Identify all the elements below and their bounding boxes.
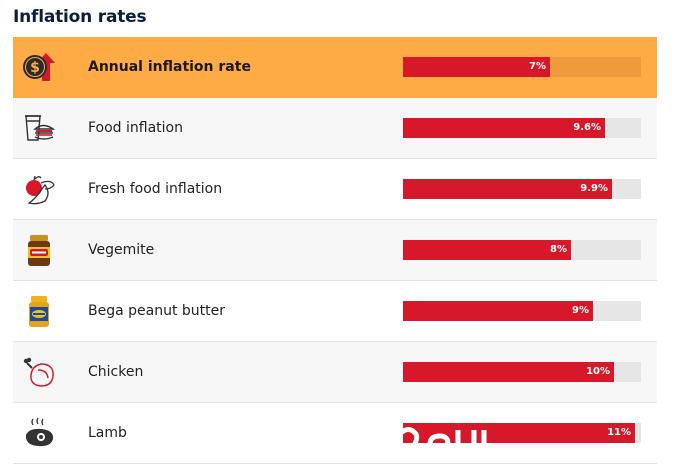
- data-label: 10%: [586, 366, 610, 377]
- data-label: 8%: [550, 244, 567, 255]
- category-label: Chicken: [88, 364, 144, 380]
- chart-row: Bega peanut butter 9%: [13, 281, 657, 342]
- category-label: Bega peanut butter: [88, 303, 226, 319]
- chart-row: $ Annual inflation rate 7%: [13, 37, 657, 98]
- chart-row: Vegemite 8%: [13, 220, 657, 281]
- bar: 11%: [403, 423, 635, 443]
- watermark-logo: [392, 420, 492, 462]
- chart-title: Inflation rates: [13, 7, 147, 27]
- svg-text:$: $: [30, 60, 40, 76]
- bar-track: 9.6%: [403, 118, 641, 138]
- data-label: 9.6%: [573, 122, 601, 133]
- category-label: Vegemite: [88, 242, 155, 258]
- chart-row: Chicken 10%: [13, 342, 657, 403]
- bar-chart: $ Annual inflation rate 7% Food inflation 9.…: [13, 37, 657, 464]
- data-label: 9.9%: [580, 183, 608, 194]
- bar-track: 10%: [403, 362, 641, 382]
- bar: 7%: [403, 57, 550, 77]
- chart-row: Fresh food inflation 9.9%: [13, 159, 657, 220]
- data-label: 7%: [529, 61, 546, 72]
- chart-row: Food inflation 9.6%: [13, 98, 657, 159]
- coffee-burger-icon: [21, 110, 57, 146]
- bar-track: 9%: [403, 301, 641, 321]
- data-label: 11%: [607, 427, 631, 438]
- fruit-veg-icon: [21, 171, 57, 207]
- peanut-butter-jar-icon: [21, 293, 57, 329]
- bar-track: 11%: [403, 423, 641, 443]
- bar: 10%: [403, 362, 614, 382]
- data-label: 9%: [572, 305, 589, 316]
- vegemite-jar-icon: [21, 232, 57, 268]
- bar: 9.9%: [403, 179, 612, 199]
- category-label: Food inflation: [88, 120, 183, 136]
- bar-track: 9.9%: [403, 179, 641, 199]
- lamb-steak-icon: [21, 415, 57, 451]
- bar-track: 7%: [403, 57, 641, 77]
- category-label: Annual inflation rate: [88, 59, 251, 75]
- bar: 8%: [403, 240, 571, 260]
- bar: 9.6%: [403, 118, 605, 138]
- bar: 9%: [403, 301, 593, 321]
- category-label: Lamb: [88, 425, 127, 441]
- chart-row: Lamb 11%: [13, 403, 657, 464]
- dollar-arrow-icon: $: [21, 49, 57, 85]
- bar-track: 8%: [403, 240, 641, 260]
- category-label: Fresh food inflation: [88, 181, 223, 197]
- chicken-leg-icon: [21, 354, 57, 390]
